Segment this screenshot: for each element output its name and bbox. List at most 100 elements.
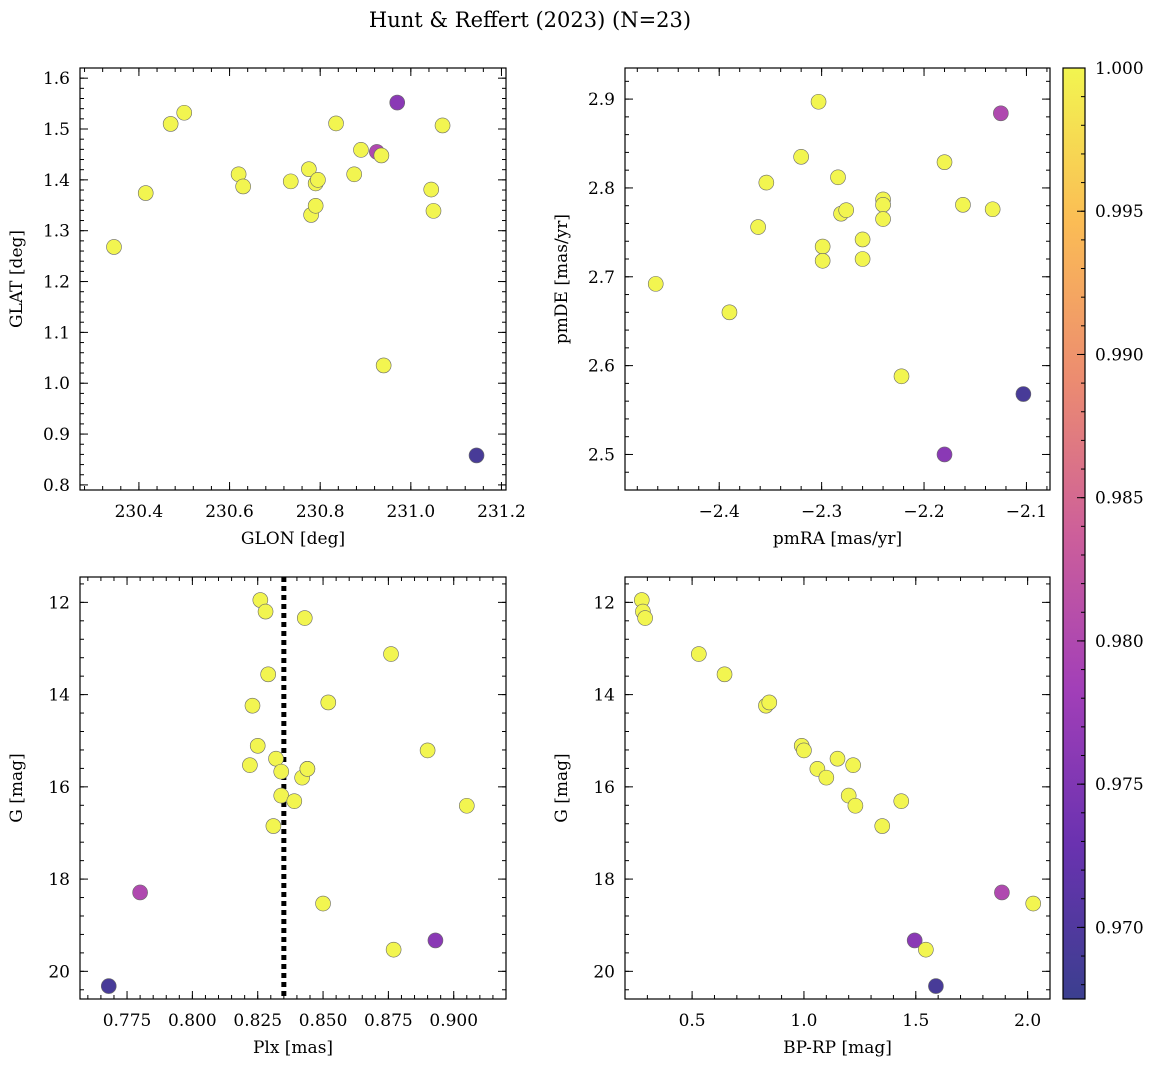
data-point: [346, 166, 362, 183]
y-tick-label: 2.7: [588, 268, 615, 288]
colorbar-tick-label: 0.970: [1095, 918, 1144, 938]
x-axis-label: Plx [mas]: [253, 1038, 333, 1058]
y-tick-label: 18: [48, 870, 70, 890]
y-tick-label: 1.1: [43, 323, 70, 343]
y-axis-label: G [mag]: [552, 753, 572, 822]
data-point: [434, 117, 451, 134]
data-point: [375, 357, 392, 374]
data-point: [273, 787, 290, 804]
data-point: [235, 178, 251, 195]
data-point: [906, 932, 923, 949]
data-point: [854, 251, 871, 267]
x-tick-label: 230.6: [205, 502, 254, 522]
data-point: [830, 169, 846, 186]
data-point: [829, 750, 846, 767]
y-tick-label: 12: [48, 593, 70, 613]
data-point: [1015, 386, 1032, 402]
y-tick-label: 1.4: [43, 171, 70, 191]
data-point: [875, 211, 891, 227]
panel-bprp-g: 0.5 1.0 1.5 2.0 12 14 16 18 20 BP-RP [mag] G [mag]: [552, 576, 1051, 1058]
data-point: [373, 147, 390, 164]
y-axis-label: GLAT [deg]: [7, 230, 27, 328]
colorbar-tick-label: 0.990: [1095, 345, 1144, 365]
data-point: [818, 769, 835, 786]
data-point: [260, 666, 276, 683]
data-point: [299, 761, 316, 777]
x-tick-label: 0.800: [168, 1011, 217, 1031]
data-point: [796, 742, 812, 759]
x-tick-label: 2.0: [1014, 1011, 1041, 1031]
y-tick-label: 2.8: [588, 179, 615, 199]
colorbar-tick-label: 0.980: [1095, 632, 1144, 652]
data-point: [137, 185, 154, 201]
data-point: [310, 172, 326, 188]
y-tick-label: 20: [48, 962, 70, 982]
x-tick-label: 1.5: [902, 1011, 929, 1031]
data-point: [874, 818, 891, 834]
data-point: [994, 884, 1010, 901]
data-point: [984, 201, 1001, 218]
data-point: [993, 105, 1009, 122]
data-point: [385, 941, 402, 958]
x-tick-label: 231.0: [386, 502, 435, 522]
y-tick-label: 14: [593, 686, 615, 706]
y-tick-label: 1.6: [43, 69, 70, 89]
x-axis-label: BP-RP [mag]: [783, 1038, 892, 1058]
y-tick-label: 2.6: [588, 357, 615, 377]
colorbar-tick-label: 1.000: [1095, 59, 1144, 79]
data-point: [458, 797, 475, 814]
data-point: [176, 104, 193, 121]
data-point: [257, 603, 274, 620]
data-point: [838, 202, 855, 218]
x-tick-label: −2.3: [801, 502, 842, 522]
x-tick-label: −2.1: [1006, 502, 1047, 522]
y-tick-label: 1.2: [43, 273, 70, 293]
y-tick-label: 16: [593, 778, 615, 798]
y-tick-label: 2.9: [588, 90, 615, 110]
x-tick-label: 230.8: [296, 502, 345, 522]
data-point: [918, 941, 934, 958]
data-point: [286, 793, 303, 809]
colorbar-tick-label: 0.975: [1095, 775, 1144, 795]
data-point: [637, 610, 653, 626]
x-tick-label: 0.5: [679, 1011, 706, 1031]
data-point: [893, 368, 910, 385]
y-axis-label: G [mag]: [7, 753, 27, 822]
data-point: [750, 219, 766, 235]
data-point: [249, 737, 266, 754]
data-point: [814, 238, 831, 255]
figure-title: Hunt & Reffert (2023) (N=23): [369, 8, 691, 32]
y-tick-label: 1.5: [43, 120, 70, 140]
y-tick-label: 1.0: [43, 374, 70, 394]
x-tick-label: 0.900: [429, 1011, 478, 1031]
axes-frame: [624, 67, 1051, 491]
data-point: [425, 203, 442, 219]
data-point: [721, 304, 738, 321]
data-point: [893, 793, 910, 809]
data-point: [936, 446, 953, 463]
axes-frame: [79, 67, 507, 491]
data-point: [242, 757, 258, 773]
x-tick-label: 0.850: [299, 1011, 348, 1031]
data-point: [320, 694, 337, 711]
data-point: [691, 646, 707, 662]
data-point: [265, 818, 282, 834]
y-tick-label: 1.3: [43, 222, 70, 242]
x-tick-label: −2.4: [699, 502, 740, 522]
y-tick-label: 16: [48, 778, 70, 798]
data-point: [423, 181, 440, 198]
y-tick-label: 12: [593, 593, 615, 613]
colorbar-bar: [1062, 67, 1086, 1000]
y-tick-label: 20: [593, 962, 615, 982]
y-tick-label: 0.9: [43, 425, 70, 445]
data-point: [315, 895, 331, 912]
panels: 230.4 230.6 230.8 231.0 231.2 0.8 0.9 1.0 1.1 1.2…: [7, 67, 1051, 1058]
data-point: [875, 197, 891, 213]
x-tick-label: 0.875: [364, 1011, 413, 1031]
panel-plx-g: 0.775 0.800 0.825 0.850 0.875 0.900 12 14 16 18 20…: [7, 576, 507, 1058]
y-axis-label: pmDE [mas/yr]: [552, 214, 572, 344]
data-point: [244, 697, 261, 714]
x-tick-label: 230.4: [115, 502, 164, 522]
x-tick-label: 1.0: [790, 1011, 817, 1031]
x-axis-label: pmRA [mas/yr]: [773, 529, 902, 549]
